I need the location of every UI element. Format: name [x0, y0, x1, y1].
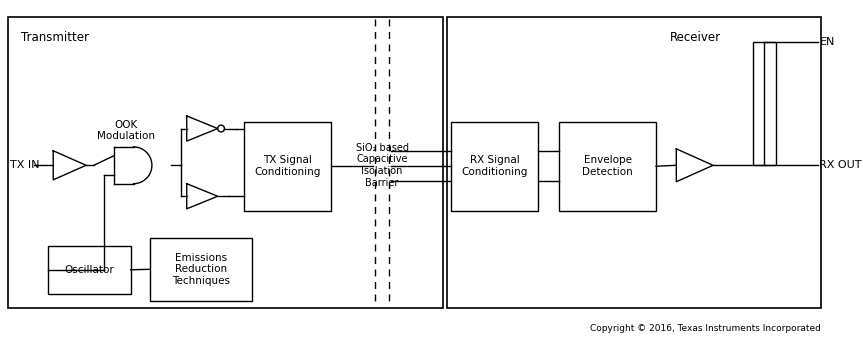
- Text: SiO₂ based
Capacitive
Isolation
Barrier: SiO₂ based Capacitive Isolation Barrier: [356, 143, 409, 188]
- Text: Transmitter: Transmitter: [22, 31, 89, 44]
- Text: RX Signal
Conditioning: RX Signal Conditioning: [461, 156, 527, 177]
- Text: Receiver: Receiver: [670, 31, 721, 44]
- Text: Emissions
Reduction
Techniques: Emissions Reduction Techniques: [172, 253, 230, 286]
- Bar: [150, 238, 251, 301]
- Text: Envelope
Detection: Envelope Detection: [583, 156, 633, 177]
- Text: EN: EN: [820, 38, 835, 47]
- Bar: [753, 42, 776, 165]
- Text: TX Signal
Conditioning: TX Signal Conditioning: [255, 156, 320, 177]
- Text: OOK
Modulation: OOK Modulation: [97, 120, 154, 141]
- Bar: [244, 122, 331, 211]
- Text: Oscillator: Oscillator: [65, 265, 115, 275]
- Bar: [450, 122, 538, 211]
- Bar: [447, 17, 822, 308]
- Bar: [559, 122, 656, 211]
- Text: Copyright © 2016, Texas Instruments Incorporated: Copyright © 2016, Texas Instruments Inco…: [589, 324, 821, 333]
- Text: TX IN: TX IN: [9, 160, 39, 170]
- Bar: [8, 17, 443, 308]
- Bar: [48, 246, 130, 294]
- Text: RX OUT: RX OUT: [820, 160, 862, 170]
